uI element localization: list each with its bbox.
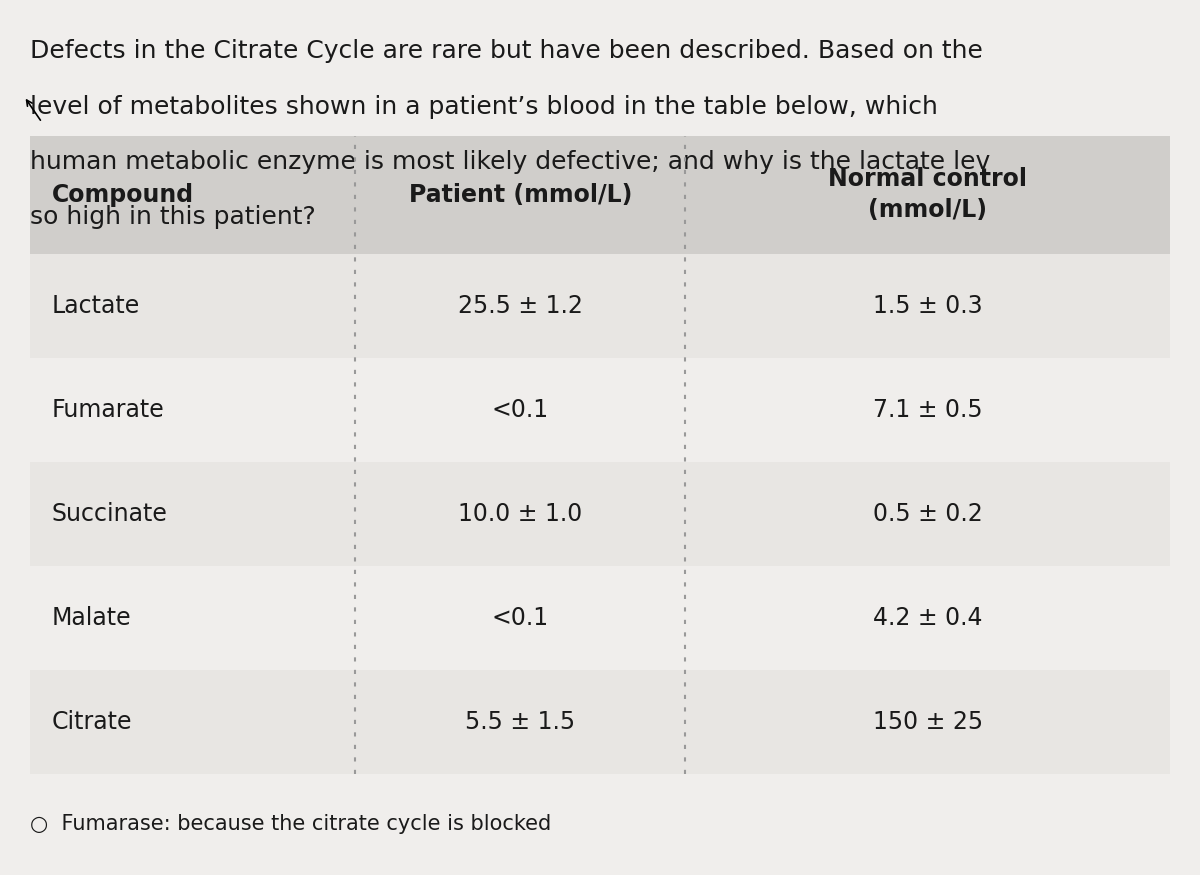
Text: 4.2 ± 0.4: 4.2 ± 0.4 xyxy=(872,606,983,630)
Text: 10.0 ± 1.0: 10.0 ± 1.0 xyxy=(458,502,582,526)
Bar xyxy=(30,670,1170,774)
Text: 5.5 ± 1.5: 5.5 ± 1.5 xyxy=(466,710,575,734)
Text: <0.1: <0.1 xyxy=(492,398,548,422)
Bar xyxy=(30,358,1170,462)
Text: 1.5 ± 0.3: 1.5 ± 0.3 xyxy=(872,294,983,318)
Text: human metabolic enzyme is most likely defective; and why is the lactate lev: human metabolic enzyme is most likely de… xyxy=(30,150,990,173)
Text: 25.5 ± 1.2: 25.5 ± 1.2 xyxy=(457,294,583,318)
Text: Normal control
(mmol/L): Normal control (mmol/L) xyxy=(828,167,1027,222)
Text: level of metabolites shown in a patient’s blood in the table below, which: level of metabolites shown in a patient’… xyxy=(30,94,938,118)
Bar xyxy=(30,566,1170,670)
Text: ○  Fumarase: because the citrate cycle is blocked: ○ Fumarase: because the citrate cycle is… xyxy=(30,814,551,834)
Text: so high in this patient?: so high in this patient? xyxy=(30,205,316,228)
Text: Compound: Compound xyxy=(52,183,193,206)
Text: Lactate: Lactate xyxy=(52,294,140,318)
Text: Succinate: Succinate xyxy=(52,502,168,526)
Bar xyxy=(30,254,1170,358)
Text: Defects in the Citrate Cycle are rare but have been described. Based on the: Defects in the Citrate Cycle are rare bu… xyxy=(30,39,983,63)
Text: 7.1 ± 0.5: 7.1 ± 0.5 xyxy=(872,398,983,422)
Text: Citrate: Citrate xyxy=(52,710,132,734)
Bar xyxy=(30,462,1170,566)
Text: Patient (mmol/L): Patient (mmol/L) xyxy=(408,183,632,206)
Bar xyxy=(30,136,1170,254)
Text: 150 ± 25: 150 ± 25 xyxy=(872,710,983,734)
Text: Fumarate: Fumarate xyxy=(52,398,164,422)
Text: <0.1: <0.1 xyxy=(492,606,548,630)
Text: Malate: Malate xyxy=(52,606,131,630)
Text: 0.5 ± 0.2: 0.5 ± 0.2 xyxy=(872,502,983,526)
